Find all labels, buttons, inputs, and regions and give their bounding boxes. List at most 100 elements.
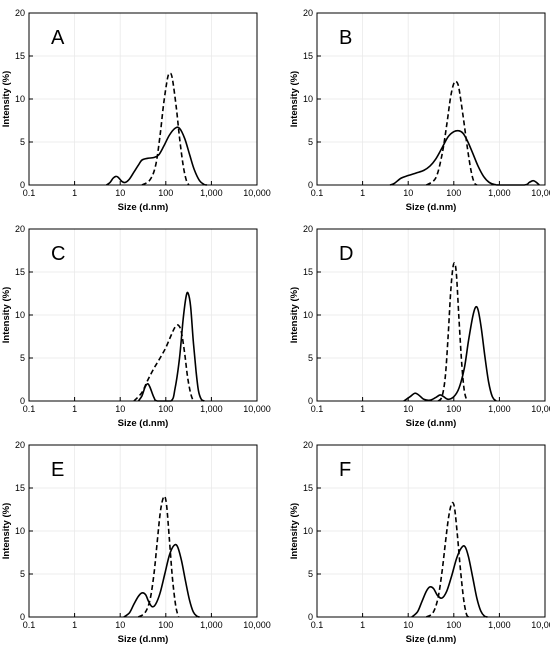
x-tick-label: 0.1 bbox=[311, 188, 324, 198]
panel-d: 0 5 10 15 20 0.1 1 10 100 1,000 10,000 D Size (d.nm)… bbox=[289, 224, 550, 429]
y-axis-label: Intensity (%) bbox=[289, 287, 300, 343]
series-dashed-line bbox=[437, 262, 468, 402]
panel-letter: A bbox=[51, 27, 65, 49]
y-tick-label: 15 bbox=[15, 51, 25, 61]
x-tick-label: 1 bbox=[360, 404, 365, 414]
y-tick-label: 20 bbox=[15, 224, 25, 234]
panel-f: 0 5 10 15 20 0.1 1 10 100 1,000 10,000 F Size (d.nm)… bbox=[289, 440, 550, 645]
x-tick-label: 1,000 bbox=[200, 188, 223, 198]
y-tick-label: 15 bbox=[303, 267, 313, 277]
y-axis-label: Intensity (%) bbox=[289, 71, 300, 127]
y-tick-label: 10 bbox=[15, 94, 25, 104]
y-tick-label: 0 bbox=[20, 396, 25, 406]
plot-border bbox=[28, 228, 258, 402]
panel-e: 0 5 10 15 20 0.1 1 10 100 1,000 10,000 E Size (d.nm)… bbox=[1, 440, 271, 645]
y-tick-label: 5 bbox=[20, 137, 25, 147]
y-axis-label: Intensity (%) bbox=[1, 71, 12, 127]
series-solid-line bbox=[389, 129, 540, 186]
x-tick-label: 10 bbox=[403, 188, 413, 198]
panel-letter: C bbox=[51, 243, 65, 265]
y-tick-label: 15 bbox=[15, 483, 25, 493]
y-tick-label: 0 bbox=[308, 612, 313, 622]
x-tick-label: 10,000 bbox=[243, 404, 271, 414]
x-tick-label: 100 bbox=[158, 620, 173, 630]
x-tick-label: 100 bbox=[446, 620, 461, 630]
x-tick-label: 0.1 bbox=[311, 620, 324, 630]
series-dashed-line bbox=[425, 501, 470, 618]
y-tick-label: 0 bbox=[20, 612, 25, 622]
x-tick-label: 1,000 bbox=[488, 620, 511, 630]
series-dashed-line bbox=[137, 495, 180, 618]
x-tick-label: 1,000 bbox=[200, 404, 223, 414]
y-tick-label: 10 bbox=[15, 526, 25, 536]
series-dashed-line bbox=[141, 72, 190, 186]
x-tick-label: 1 bbox=[72, 404, 77, 414]
panel-b: 0 5 10 15 20 0.1 1 10 100 1,000 10,000 B Size (d.nm)… bbox=[289, 8, 550, 213]
x-tick-label: 10,000 bbox=[531, 188, 550, 198]
x-tick-label: 0.1 bbox=[311, 404, 324, 414]
x-tick-label: 1 bbox=[360, 188, 365, 198]
y-tick-label: 20 bbox=[15, 8, 25, 18]
y-tick-label: 20 bbox=[303, 8, 313, 18]
y-axis-label: Intensity (%) bbox=[1, 503, 12, 559]
x-tick-label: 10,000 bbox=[531, 404, 550, 414]
panel-c: 0 5 10 15 20 0.1 1 10 100 1,000 10,000 C Size (d.nm)… bbox=[1, 224, 271, 429]
plot-border bbox=[316, 444, 546, 618]
x-axis-label: Size (d.nm) bbox=[118, 202, 169, 213]
panel-letter: D bbox=[339, 243, 353, 265]
plot-border bbox=[28, 444, 258, 618]
x-tick-label: 10,000 bbox=[243, 620, 271, 630]
x-tick-label: 1 bbox=[360, 620, 365, 630]
series-solid-line bbox=[403, 305, 497, 402]
x-axis-label: Size (d.nm) bbox=[406, 418, 457, 429]
x-axis-label: Size (d.nm) bbox=[406, 202, 457, 213]
x-tick-label: 10,000 bbox=[243, 188, 271, 198]
y-tick-label: 0 bbox=[20, 180, 25, 190]
x-tick-label: 1,000 bbox=[488, 404, 511, 414]
panel-letter: B bbox=[339, 27, 352, 49]
y-tick-label: 0 bbox=[308, 396, 313, 406]
x-tick-label: 10 bbox=[115, 620, 125, 630]
y-tick-label: 10 bbox=[303, 310, 313, 320]
y-tick-label: 10 bbox=[15, 310, 25, 320]
x-tick-label: 10 bbox=[403, 404, 413, 414]
y-axis-label: Intensity (%) bbox=[1, 287, 12, 343]
x-tick-label: 100 bbox=[158, 404, 173, 414]
x-axis-label: Size (d.nm) bbox=[118, 418, 169, 429]
y-tick-label: 5 bbox=[20, 569, 25, 579]
series-solid-line bbox=[137, 291, 205, 402]
y-tick-label: 15 bbox=[303, 51, 313, 61]
panel-letter: F bbox=[339, 459, 351, 481]
x-tick-label: 10 bbox=[115, 188, 125, 198]
y-tick-label: 5 bbox=[308, 569, 313, 579]
series-dashed-line bbox=[425, 80, 478, 186]
x-tick-label: 1 bbox=[72, 188, 77, 198]
x-tick-label: 0.1 bbox=[23, 188, 36, 198]
x-axis-label: Size (d.nm) bbox=[406, 634, 457, 645]
series-solid-line bbox=[123, 543, 200, 618]
x-tick-label: 100 bbox=[446, 404, 461, 414]
y-tick-label: 5 bbox=[308, 137, 313, 147]
series-solid-line bbox=[106, 126, 208, 186]
y-tick-label: 20 bbox=[303, 224, 313, 234]
x-tick-label: 0.1 bbox=[23, 620, 36, 630]
y-tick-label: 5 bbox=[20, 353, 25, 363]
y-tick-label: 20 bbox=[15, 440, 25, 450]
panel-letter: E bbox=[51, 459, 64, 481]
y-tick-label: 15 bbox=[15, 267, 25, 277]
x-tick-label: 100 bbox=[446, 188, 461, 198]
x-tick-label: 10 bbox=[115, 404, 125, 414]
y-axis-label: Intensity (%) bbox=[289, 503, 300, 559]
x-tick-label: 1,000 bbox=[200, 620, 223, 630]
y-tick-label: 20 bbox=[303, 440, 313, 450]
y-tick-label: 10 bbox=[303, 526, 313, 536]
panel-a: 0 5 10 15 20 0.1 1 10 100 1,000 10,000 A Size (d.nm)… bbox=[1, 8, 271, 213]
plot-border bbox=[316, 12, 546, 186]
x-tick-label: 100 bbox=[158, 188, 173, 198]
x-tick-label: 1 bbox=[72, 620, 77, 630]
x-tick-label: 0.1 bbox=[23, 404, 36, 414]
x-axis-label: Size (d.nm) bbox=[118, 634, 169, 645]
y-tick-label: 10 bbox=[303, 94, 313, 104]
y-tick-label: 5 bbox=[308, 353, 313, 363]
